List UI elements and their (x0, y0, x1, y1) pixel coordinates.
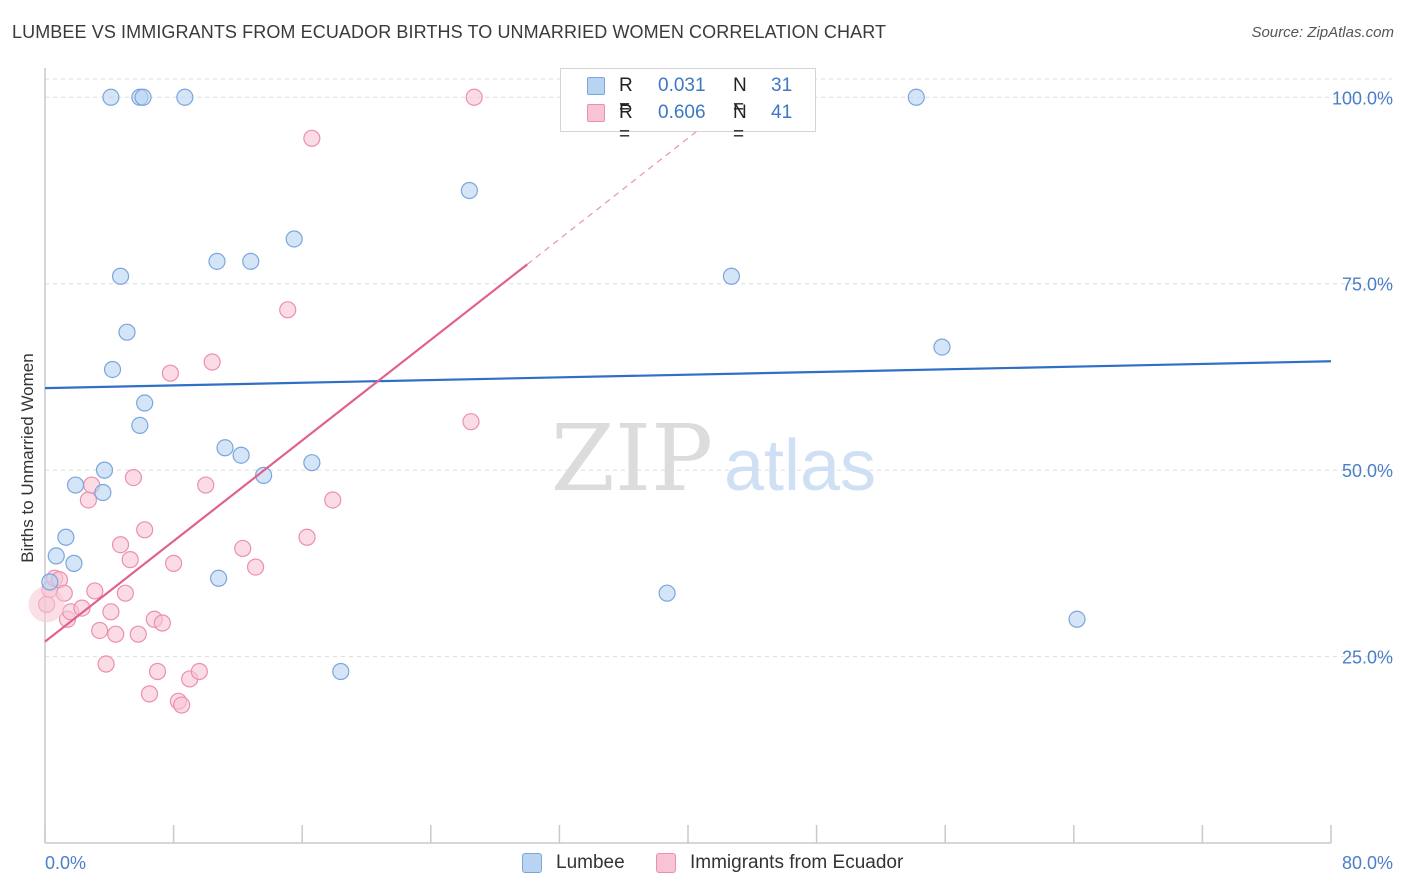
watermark: ZIP atlas (551, 405, 876, 512)
ecuador-point (107, 625, 125, 643)
lumbee-point (41, 573, 59, 591)
lumbee-point (303, 454, 321, 472)
lumbee-point (118, 323, 136, 341)
ecuador-swatch (656, 853, 676, 873)
ecuador-point (140, 685, 159, 703)
n-value: 41 (771, 102, 793, 123)
ecuador-point (324, 491, 342, 509)
x-tick-label-max: 80.0% (1342, 853, 1393, 873)
ecuador-point (97, 655, 115, 673)
lumbee-point (111, 267, 130, 285)
r-value: 0.606 (658, 102, 706, 123)
y-tick-label: 75.0% (1342, 275, 1393, 295)
lumbee-point (102, 88, 120, 106)
ecuador-point-large (28, 586, 65, 623)
trend-lines (44, 112, 1332, 643)
ecuador-point (153, 614, 171, 632)
ecuador-point (298, 528, 316, 546)
lumbee-point (933, 338, 951, 356)
ecuador-point (91, 621, 109, 640)
chart-title: LUMBEE VS IMMIGRANTS FROM ECUADOR BIRTHS… (12, 22, 887, 42)
axes (44, 68, 1332, 844)
x-tick-label-min: 0.0% (45, 853, 86, 873)
series-lumbee (41, 88, 1086, 681)
correlation-legend: R = 0.031 N = 31 R = 0.606 N = 41 (560, 68, 816, 145)
lumbee-point (232, 446, 250, 464)
lumbee-point (722, 267, 741, 285)
ecuador-point (79, 491, 98, 509)
ecuador-point (279, 301, 297, 319)
ecuador-point (102, 603, 120, 621)
lumbee-point (131, 416, 149, 434)
lumbee-swatch (522, 853, 542, 873)
lumbee-trend-line (44, 360, 1332, 390)
grid-lines (45, 78, 1392, 658)
watermark-zip: ZIP (551, 405, 713, 512)
ecuador-point (116, 584, 134, 602)
lumbee-point (242, 252, 260, 270)
lumbee-swatch (587, 77, 605, 95)
r-label: R = (619, 75, 633, 118)
lumbee-point (176, 88, 194, 106)
ecuador-point (462, 413, 480, 431)
lumbee-point (255, 466, 273, 484)
r-label: R = (619, 102, 633, 145)
ecuador-swatch (587, 104, 605, 122)
tick-labels: 25.0% 50.0% 75.0% 100.0% 0.0% 80.0% (45, 88, 1393, 873)
lumbee-point (208, 252, 226, 270)
lumbee-point (103, 360, 122, 379)
ecuador-point (129, 625, 147, 643)
watermark-atlas: atlas (724, 426, 876, 506)
ecuador-point (465, 88, 483, 106)
lumbee-point (65, 554, 83, 572)
source-label: Source: ZipAtlas.com (1251, 24, 1394, 41)
ecuador-point (73, 599, 91, 617)
ecuador-point (121, 551, 139, 569)
ecuador-point (303, 129, 321, 147)
lumbee-point (285, 230, 303, 248)
legend-label-lumbee: Lumbee (556, 852, 625, 873)
ecuador-trend-extension (526, 112, 721, 265)
lumbee-point (66, 476, 85, 494)
ecuador-point (161, 364, 179, 382)
ecuador-point (136, 521, 154, 539)
ecuador-point (111, 536, 130, 554)
lumbee-point (47, 547, 65, 565)
lumbee-point (907, 88, 925, 106)
n-label: N = (733, 75, 747, 118)
y-tick-label: 25.0% (1342, 648, 1393, 668)
lumbee-point (134, 88, 152, 106)
y-axis-label: Births to Unmarried Women (18, 353, 37, 563)
legend-label-ecuador: Immigrants from Ecuador (690, 852, 904, 873)
series-immigrants-from-ecuador (28, 88, 483, 714)
lumbee-point (216, 439, 234, 457)
ecuador-point (165, 554, 183, 572)
lumbee-point (332, 662, 350, 681)
lumbee-point (1068, 610, 1086, 628)
r-value: 0.031 (658, 75, 706, 96)
lumbee-point (136, 394, 154, 412)
ecuador-trend-line (44, 263, 528, 643)
lumbee-point (210, 569, 228, 587)
ecuador-point (197, 476, 215, 494)
y-tick-label: 50.0% (1342, 461, 1393, 481)
ecuador-point (148, 662, 167, 681)
ecuador-point (86, 582, 104, 600)
y-tick-label: 100.0% (1332, 88, 1393, 108)
ecuador-point (173, 696, 191, 714)
n-value: 31 (771, 75, 793, 96)
ecuador-point (234, 539, 252, 558)
lumbee-point (460, 181, 478, 200)
lumbee-point (94, 483, 112, 502)
ecuador-point (190, 662, 208, 681)
lumbee-point (658, 584, 676, 602)
ecuador-point (124, 469, 143, 487)
lumbee-point (57, 528, 75, 546)
n-label: N = (733, 102, 747, 145)
ecuador-point (203, 353, 221, 371)
ecuador-point (246, 558, 265, 576)
lumbee-point (95, 461, 114, 479)
